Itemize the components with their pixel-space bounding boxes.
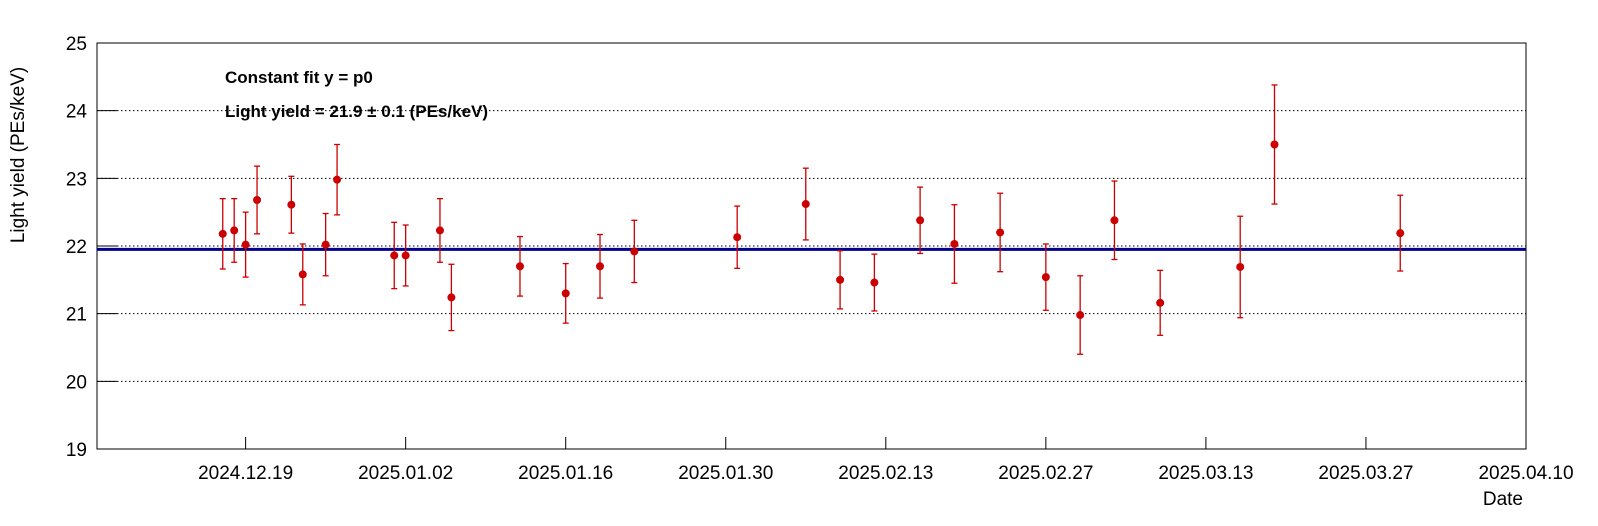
data-point [1236, 262, 1245, 271]
data-point [1156, 298, 1165, 307]
data-point [287, 200, 296, 209]
data-point [218, 229, 227, 238]
x-tick-label: 2025.01.16 [518, 463, 613, 484]
data-point [1110, 216, 1119, 225]
data-point [435, 226, 444, 235]
data-point [561, 289, 570, 298]
data-point [836, 275, 845, 284]
data-point [801, 200, 810, 209]
data-point [596, 262, 605, 271]
y-tick-label: 19 [66, 440, 87, 461]
data-point [241, 240, 250, 249]
data-point [298, 270, 307, 279]
y-axis-label: Light yield (PEs/keV) [8, 67, 29, 243]
data-point [1270, 140, 1279, 149]
data-point [333, 175, 342, 184]
y-tick-label: 20 [66, 372, 87, 393]
data-point [870, 278, 879, 287]
y-tick-label: 23 [66, 169, 87, 190]
x-tick-label: 2025.03.13 [1158, 463, 1253, 484]
x-tick-label: 2025.03.27 [1318, 463, 1413, 484]
x-tick-label: 2025.01.02 [358, 463, 453, 484]
data-point [253, 195, 262, 204]
plot-frame [96, 42, 1527, 450]
data-point [515, 262, 524, 271]
x-tick-label: 2025.01.30 [678, 463, 773, 484]
data-point [401, 251, 410, 260]
data-point [1041, 273, 1050, 282]
data-point [1076, 311, 1085, 320]
data-point [950, 239, 959, 248]
x-axis-label: Date [1483, 489, 1523, 510]
data-point [996, 228, 1005, 237]
y-tick-label: 24 [66, 102, 88, 123]
annotation: Constant fit y = p0 [225, 68, 373, 87]
data-point [1396, 229, 1405, 238]
y-tick-label: 25 [66, 34, 87, 55]
data-point [230, 226, 239, 235]
data-point [447, 293, 456, 302]
data-point [733, 233, 742, 242]
data-point [916, 216, 925, 225]
y-tick-label: 21 [66, 305, 87, 326]
x-tick-label: 2025.04.10 [1478, 463, 1573, 484]
annotation: Light yield = 21.9 ± 0.1 (PEs/keV) [225, 102, 488, 121]
x-tick-label: 2025.02.13 [838, 463, 933, 484]
y-tick-label: 22 [66, 237, 87, 258]
data-point [630, 247, 639, 256]
data-point [390, 251, 399, 260]
x-tick-label: 2024.12.19 [198, 463, 293, 484]
data-point [321, 240, 330, 249]
x-tick-label: 2025.02.27 [998, 463, 1093, 484]
